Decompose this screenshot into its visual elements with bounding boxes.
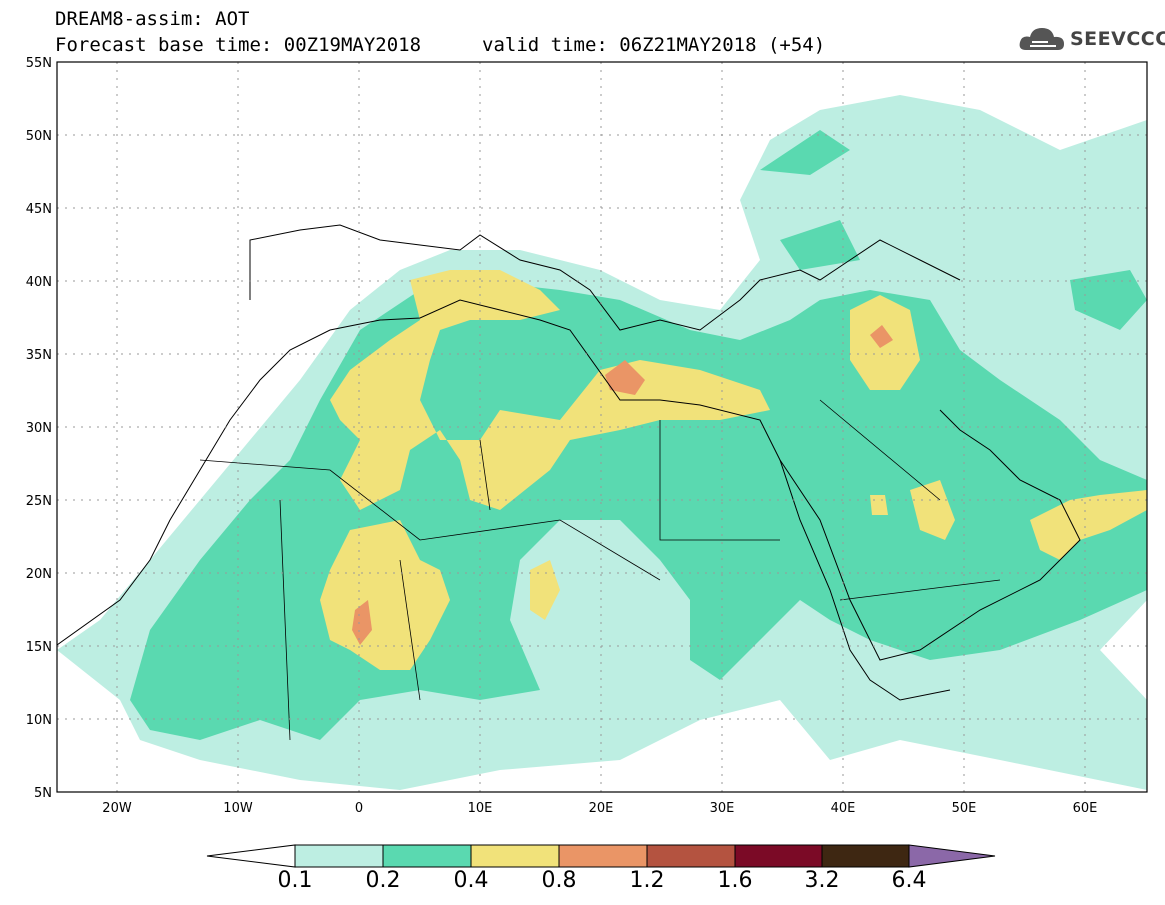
lon-label: 40E [831, 801, 856, 816]
forecast-base-time: Forecast base time: 00Z19MAY2018 [55, 34, 422, 56]
colorbar-label: 0.1 [277, 868, 313, 893]
aot-band-0.8-sahel [352, 600, 372, 645]
aot-band-0.4 [330, 270, 770, 510]
cloud-icon [1019, 28, 1064, 50]
aot-band-0.2-north [760, 130, 1147, 330]
colorbar-segment [294, 844, 384, 868]
coastline-europe [249, 224, 961, 331]
seevccc-logo: SEEVCCC [1018, 24, 1165, 56]
valid-time: valid time: 06Z21MAY2018 (+54) [482, 34, 826, 56]
grid-lines [57, 62, 1147, 792]
lat-label: 45N [26, 202, 52, 217]
aot-band-0.4-south [320, 520, 450, 670]
lat-labels: 55N 50N 45N 40N 35N 30N 25N 20N 15N 10N … [26, 56, 52, 801]
lon-label: 20E [589, 801, 614, 816]
lat-label: 35N [26, 348, 52, 363]
aot-band-0.4-oman [1030, 490, 1147, 560]
lon-label: 60E [1073, 801, 1098, 816]
aot-band-0.8-libya [605, 360, 645, 395]
lat-label: 25N [26, 494, 52, 509]
lat-label: 40N [26, 275, 52, 290]
coastline-north-africa [57, 299, 951, 701]
colorbar-segment [646, 844, 736, 868]
colorbar [206, 844, 996, 868]
colorbar-label: 0.4 [453, 868, 489, 893]
lon-labels: 20W 10W 0 10E 20E 30E 40E 50E 60E [102, 801, 1097, 816]
colorbar-label: 1.2 [629, 868, 665, 893]
lat-label: 20N [26, 567, 52, 582]
map-frame [56, 61, 1148, 793]
map-title: DREAM8-assim: AOT [55, 8, 250, 30]
lat-label: 5N [34, 786, 52, 801]
colorbar-label: 1.6 [717, 868, 753, 893]
colorbar-segment [821, 844, 910, 868]
lon-label: 50E [952, 801, 977, 816]
colorbar-label: 6.4 [891, 868, 927, 893]
aot-band-0.8-iraq [870, 325, 893, 348]
lat-label: 30N [26, 421, 52, 436]
lon-label: 0 [355, 801, 363, 816]
lon-label: 10W [223, 801, 253, 816]
border-lines [199, 399, 1001, 741]
coastlines [57, 224, 1081, 741]
lat-label: 15N [26, 640, 52, 655]
lat-label: 55N [26, 56, 52, 71]
colorbar-segment [470, 844, 560, 868]
lat-label: 10N [26, 713, 52, 728]
lon-label: 20W [102, 801, 132, 816]
colorbar-segment [382, 844, 472, 868]
colorbar-low-arrow [206, 844, 296, 868]
colorbar-label: 0.2 [365, 868, 401, 893]
aot-band-0.4-libya [530, 560, 560, 620]
lon-label: 30E [710, 801, 735, 816]
logo-text: SEEVCCC [1070, 28, 1165, 50]
lon-label: 10E [468, 801, 493, 816]
lat-label: 50N [26, 129, 52, 144]
coastline-arabia [779, 409, 1081, 661]
colorbar-label: 3.2 [804, 868, 840, 893]
colorbar-high-arrow [908, 844, 996, 868]
colorbar-label: 0.8 [541, 868, 577, 893]
colorbar-segment [734, 844, 823, 868]
colorbar-segment [558, 844, 648, 868]
